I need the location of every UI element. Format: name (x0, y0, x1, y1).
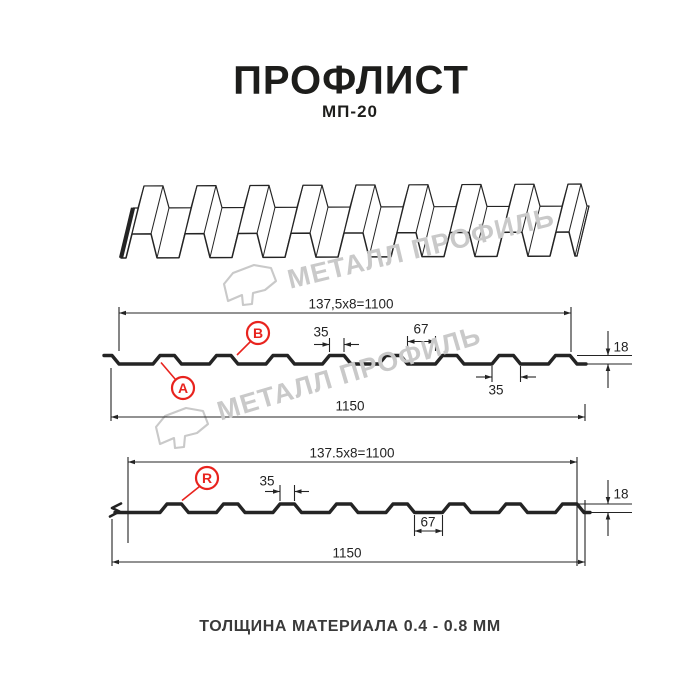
marker-badges-and-leaders (160, 320, 271, 502)
dim-height-label: 18 (613, 486, 629, 502)
watermark-logo-icon (154, 263, 278, 450)
dim-rib-top-label: 35 (259, 473, 275, 489)
dim-overall-label: 1150 (335, 398, 365, 414)
dim-rib-top-label: 35 (313, 324, 329, 340)
dim-rib-gap-label: 67 (413, 321, 429, 337)
profile-cross-section-bottom (108, 457, 632, 566)
dim-overall-label: 1150 (332, 545, 362, 561)
page-subtitle: МП-20 (322, 102, 378, 121)
dim-height-label: 18 (613, 339, 629, 355)
dim-pitch-label: 137,5x8=1100 (308, 296, 394, 312)
dim-pitch-label: 137.5x8=1100 (309, 445, 395, 461)
profile-cross-section-top (102, 307, 632, 421)
dim-rib-gap-label: 67 (420, 514, 436, 530)
marker-r-label: R (201, 470, 213, 486)
marker-b-label: B (252, 325, 264, 341)
sheet-3d-view (118, 183, 590, 259)
dim-rib-base-label: 35 (488, 382, 504, 398)
thickness-note: ТОЛЩИНА МАТЕРИАЛА 0.4 - 0.8 ММ (199, 618, 501, 635)
marker-a-label: A (177, 380, 189, 396)
page-title: ПРОФЛИСТ (233, 58, 469, 103)
